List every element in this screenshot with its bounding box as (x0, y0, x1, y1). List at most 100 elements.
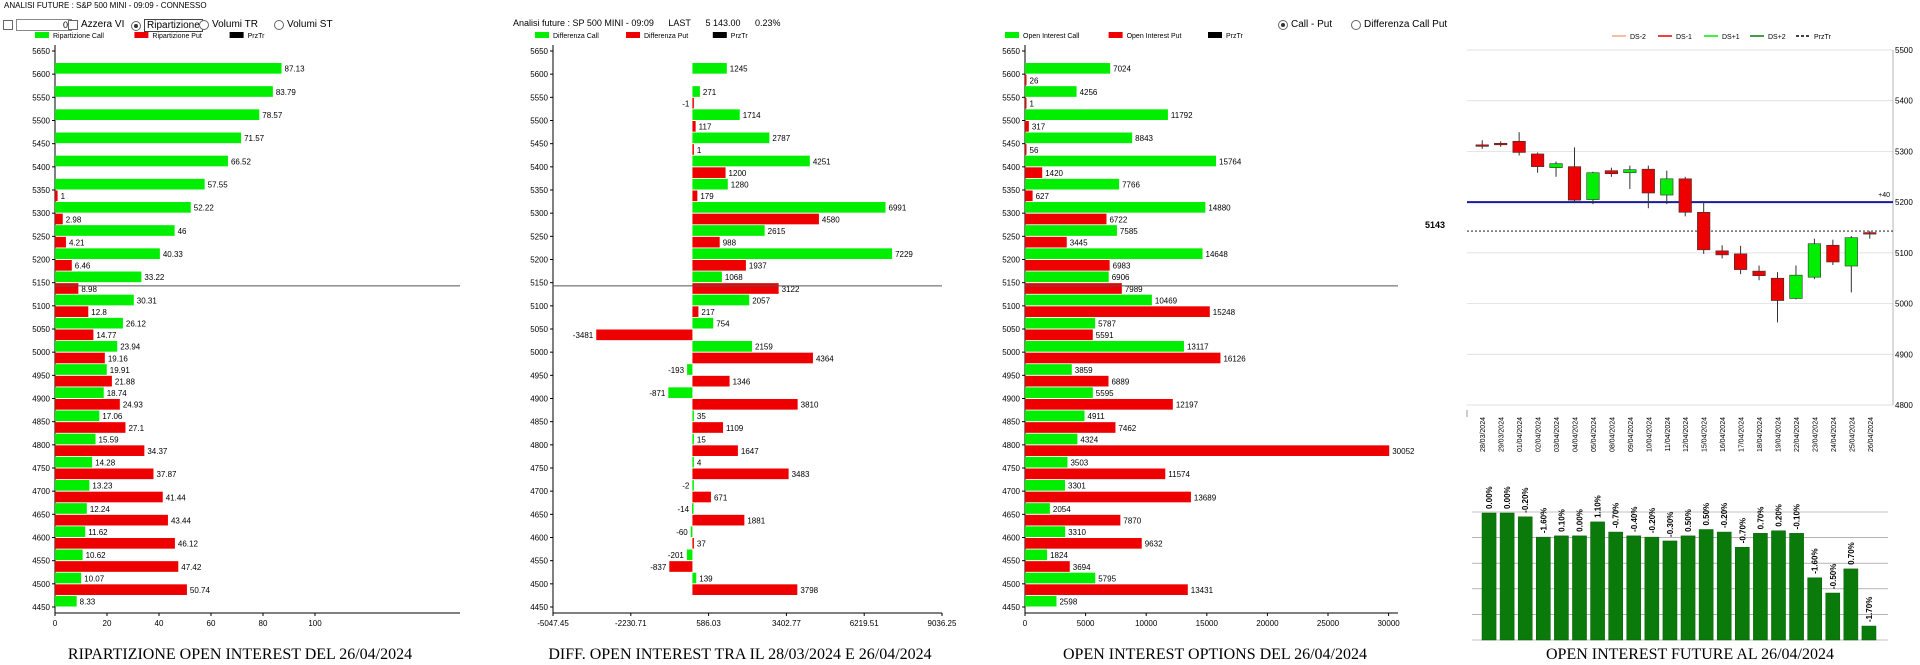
c4-date-label: 26/04/2024 (1868, 417, 1875, 452)
c2-strike-label: 5450 (530, 140, 548, 149)
c1-put-bar (55, 213, 63, 225)
c3-x-tick-label: 20000 (1256, 619, 1279, 628)
caption-differenza: DIFF. OPEN INTEREST TRA IL 28/03/2024 E … (548, 646, 932, 663)
c4-date-label: 19/04/2024 (1776, 417, 1783, 452)
c5-value-label: 1.10% (1594, 495, 1603, 518)
c2-put-value: 3810 (801, 401, 819, 410)
c2-put-value: 1 (697, 146, 702, 155)
c1-x-tick-label: 80 (259, 619, 268, 628)
volumi-tr-label: Volumi TR (212, 19, 258, 30)
c3-put-bar (1025, 306, 1210, 317)
c4-price-tick: 5500 (1895, 46, 1913, 55)
c2-call-value: 2057 (752, 296, 770, 305)
legend-c2-label: PrzTr (731, 33, 749, 40)
c1-x-tick-label: 40 (155, 619, 164, 628)
c4-price-tick: 5100 (1895, 249, 1913, 258)
c2-call-value: 4 (697, 459, 702, 468)
c3-put-value: 317 (1032, 123, 1046, 132)
c2-strike-label: 5000 (530, 348, 548, 357)
c3-put-bar (1025, 352, 1221, 364)
c2-put-bar (692, 538, 694, 549)
c1-x-tick-label: 0 (53, 619, 58, 628)
c3-strike-label: 4700 (1002, 487, 1020, 496)
c1-call-value: 71.57 (244, 134, 265, 143)
c2-strike-label: 5150 (530, 279, 548, 288)
c1-call-value: 30.31 (137, 296, 158, 305)
diff-call-put-radio[interactable]: Differenza Call Put (1351, 19, 1447, 30)
diff-call-put-label: Differenza Call Put (1364, 19, 1448, 30)
c3-strike-label: 4550 (1002, 557, 1020, 566)
c3-strike-label: 5500 (1002, 117, 1020, 126)
c3-put-bar (1025, 121, 1029, 132)
c3-put-bar (1025, 538, 1142, 549)
c3-x-tick-label: 30000 (1377, 619, 1400, 628)
c1-strike-label: 5300 (32, 209, 50, 218)
c3-put-value: 627 (1036, 192, 1050, 201)
azzera-control[interactable]: Azzera VI (68, 19, 124, 30)
legend-c2-label: Differenza Call (553, 33, 599, 40)
c2-strike-label: 5500 (530, 117, 548, 126)
c3-call-bar (1025, 364, 1072, 375)
azzera-label: Azzera VI (81, 19, 125, 30)
c3-call-value: 2598 (1059, 598, 1077, 607)
c4-date-label: 15/04/2024 (1702, 417, 1709, 452)
c2-x-tick-label: 3402.77 (772, 619, 801, 628)
c2-put-bar (692, 491, 711, 503)
c2-put-value: 217 (701, 308, 715, 317)
c1-put-value: 37.87 (156, 470, 177, 479)
c1-call-bar (55, 132, 242, 144)
c3-call-bar (1025, 225, 1117, 236)
legend-c2-swatch (626, 32, 640, 38)
call-put-radio[interactable]: Call - Put (1278, 19, 1332, 30)
radio-dot-icon (1351, 19, 1361, 30)
c3-call-value: 6906 (1112, 273, 1130, 282)
c3-strike-label: 4800 (1002, 441, 1020, 450)
c3-put-value: 30052 (1392, 447, 1415, 456)
volumi-st-radio[interactable]: Volumi ST (274, 19, 333, 30)
c4-date-label: 22/04/2024 (1794, 417, 1801, 452)
c4-date-label: 02/04/2024 (1536, 417, 1543, 452)
c5-bar (1662, 540, 1678, 641)
c2-strike-label: 5050 (530, 325, 548, 334)
c1-put-bar (55, 584, 187, 595)
c2-call-value: 1245 (730, 65, 748, 74)
c4-candle-body (1549, 163, 1563, 168)
c5-value-label: -0.20% (1648, 508, 1657, 533)
c4-date-label: 28/03/2024 (1480, 417, 1487, 452)
c3-call-bar (1025, 341, 1184, 352)
c1-strike-label: 5250 (32, 232, 50, 241)
legend-c1-label: PrzTr (248, 33, 266, 40)
volumi-tr-radio[interactable]: Volumi TR (199, 19, 258, 30)
chart2-header: Analisi future : SP 500 MINI - 09:09 LAS… (513, 18, 793, 28)
c1-call-value: 11.62 (88, 528, 108, 537)
c3-call-value: 15764 (1219, 157, 1242, 166)
c1-put-value: 1 (61, 192, 66, 201)
legend-c4-label: DS-2 (1630, 34, 1646, 41)
c4-candle-body (1531, 153, 1545, 167)
c3-strike-label: 4500 (1002, 580, 1020, 589)
c5-bar (1789, 533, 1804, 641)
c2-strike-label: 5250 (530, 232, 548, 241)
c5-value-label: 0.20% (1775, 504, 1784, 527)
c3-put-bar (1025, 283, 1122, 294)
number-checkbox[interactable] (3, 20, 13, 30)
c2-call-bar (692, 86, 700, 97)
azzera-checkbox[interactable] (68, 19, 78, 30)
c2-put-value: 3483 (792, 470, 810, 479)
c5-value-label: -0.50% (1829, 564, 1838, 589)
c3-x-tick-label: 5000 (1077, 619, 1095, 628)
c3-x-tick-label: 25000 (1317, 619, 1340, 628)
legend-c1-swatch (35, 32, 49, 38)
c2-put-value: 1346 (733, 377, 751, 386)
c3-put-bar (1025, 491, 1191, 503)
c5-value-label: 0.70% (1847, 542, 1856, 565)
c1-call-bar (55, 364, 107, 375)
c2-strike-label: 5600 (530, 70, 548, 79)
c1-call-bar (55, 294, 134, 306)
c3-call-value: 3301 (1068, 482, 1086, 491)
c3-call-bar (1025, 294, 1152, 306)
c3-call-value: 14880 (1208, 204, 1231, 213)
legend-c3-label: Open Interest Call (1023, 33, 1080, 40)
c3-strike-label: 4750 (1002, 464, 1020, 473)
c2-put-value: 4580 (822, 215, 840, 224)
